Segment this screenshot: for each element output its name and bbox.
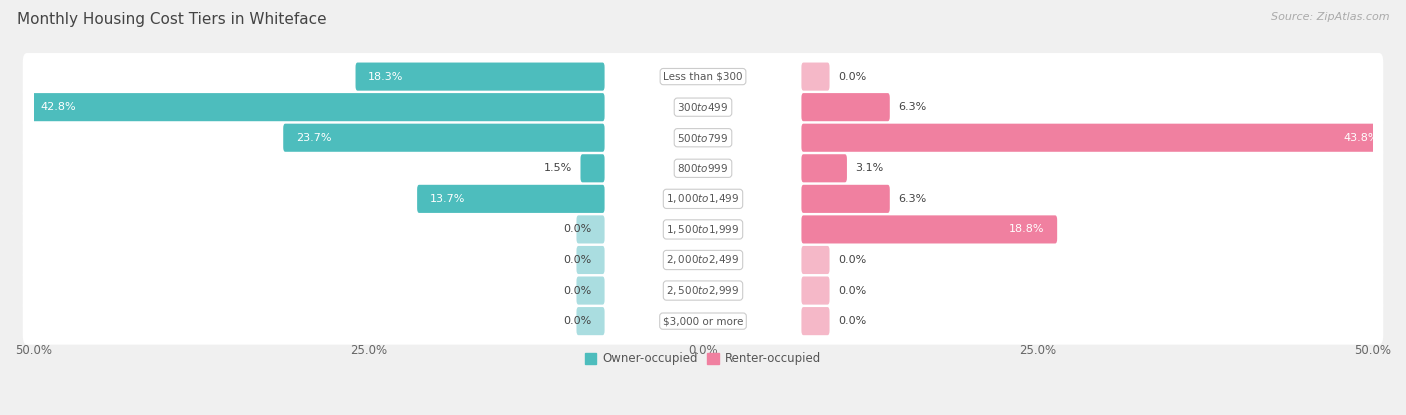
Text: Less than $300: Less than $300 xyxy=(664,72,742,82)
FancyBboxPatch shape xyxy=(283,124,605,152)
Text: 1.5%: 1.5% xyxy=(544,163,572,173)
FancyBboxPatch shape xyxy=(22,114,1384,161)
Text: 18.8%: 18.8% xyxy=(1010,225,1045,234)
FancyBboxPatch shape xyxy=(22,84,1384,131)
FancyBboxPatch shape xyxy=(22,267,1384,314)
Text: 0.0%: 0.0% xyxy=(564,286,592,295)
FancyBboxPatch shape xyxy=(801,185,890,213)
Text: Monthly Housing Cost Tiers in Whiteface: Monthly Housing Cost Tiers in Whiteface xyxy=(17,12,326,27)
FancyBboxPatch shape xyxy=(576,215,605,244)
FancyBboxPatch shape xyxy=(22,298,1384,344)
FancyBboxPatch shape xyxy=(576,307,605,335)
FancyBboxPatch shape xyxy=(22,206,1384,253)
FancyBboxPatch shape xyxy=(801,124,1392,152)
Text: $3,000 or more: $3,000 or more xyxy=(662,316,744,326)
FancyBboxPatch shape xyxy=(801,246,830,274)
FancyBboxPatch shape xyxy=(28,93,605,121)
Text: 23.7%: 23.7% xyxy=(295,133,332,143)
FancyBboxPatch shape xyxy=(22,175,1384,222)
FancyBboxPatch shape xyxy=(22,53,1384,100)
Text: $500 to $799: $500 to $799 xyxy=(678,132,728,144)
Text: 42.8%: 42.8% xyxy=(41,102,76,112)
FancyBboxPatch shape xyxy=(22,145,1384,192)
Text: $2,500 to $2,999: $2,500 to $2,999 xyxy=(666,284,740,297)
FancyBboxPatch shape xyxy=(22,237,1384,283)
Text: 18.3%: 18.3% xyxy=(368,72,404,82)
Text: 0.0%: 0.0% xyxy=(838,72,866,82)
Text: 0.0%: 0.0% xyxy=(838,316,866,326)
Text: 6.3%: 6.3% xyxy=(898,102,927,112)
FancyBboxPatch shape xyxy=(576,276,605,305)
Text: 0.0%: 0.0% xyxy=(838,255,866,265)
Text: 13.7%: 13.7% xyxy=(430,194,465,204)
Text: 3.1%: 3.1% xyxy=(856,163,884,173)
Text: $1,500 to $1,999: $1,500 to $1,999 xyxy=(666,223,740,236)
FancyBboxPatch shape xyxy=(801,93,890,121)
Text: Source: ZipAtlas.com: Source: ZipAtlas.com xyxy=(1271,12,1389,22)
FancyBboxPatch shape xyxy=(801,63,830,90)
FancyBboxPatch shape xyxy=(801,307,830,335)
Text: $1,000 to $1,499: $1,000 to $1,499 xyxy=(666,193,740,205)
FancyBboxPatch shape xyxy=(576,246,605,274)
Text: $800 to $999: $800 to $999 xyxy=(678,162,728,174)
Legend: Owner-occupied, Renter-occupied: Owner-occupied, Renter-occupied xyxy=(579,348,827,370)
Text: 0.0%: 0.0% xyxy=(564,225,592,234)
FancyBboxPatch shape xyxy=(801,215,1057,244)
Text: 6.3%: 6.3% xyxy=(898,194,927,204)
FancyBboxPatch shape xyxy=(418,185,605,213)
Text: 43.8%: 43.8% xyxy=(1344,133,1379,143)
Text: $300 to $499: $300 to $499 xyxy=(678,101,728,113)
FancyBboxPatch shape xyxy=(801,154,846,182)
FancyBboxPatch shape xyxy=(581,154,605,182)
Text: $2,000 to $2,499: $2,000 to $2,499 xyxy=(666,254,740,266)
Text: 0.0%: 0.0% xyxy=(564,316,592,326)
Text: 0.0%: 0.0% xyxy=(564,255,592,265)
FancyBboxPatch shape xyxy=(801,276,830,305)
FancyBboxPatch shape xyxy=(356,63,605,90)
Text: 0.0%: 0.0% xyxy=(838,286,866,295)
